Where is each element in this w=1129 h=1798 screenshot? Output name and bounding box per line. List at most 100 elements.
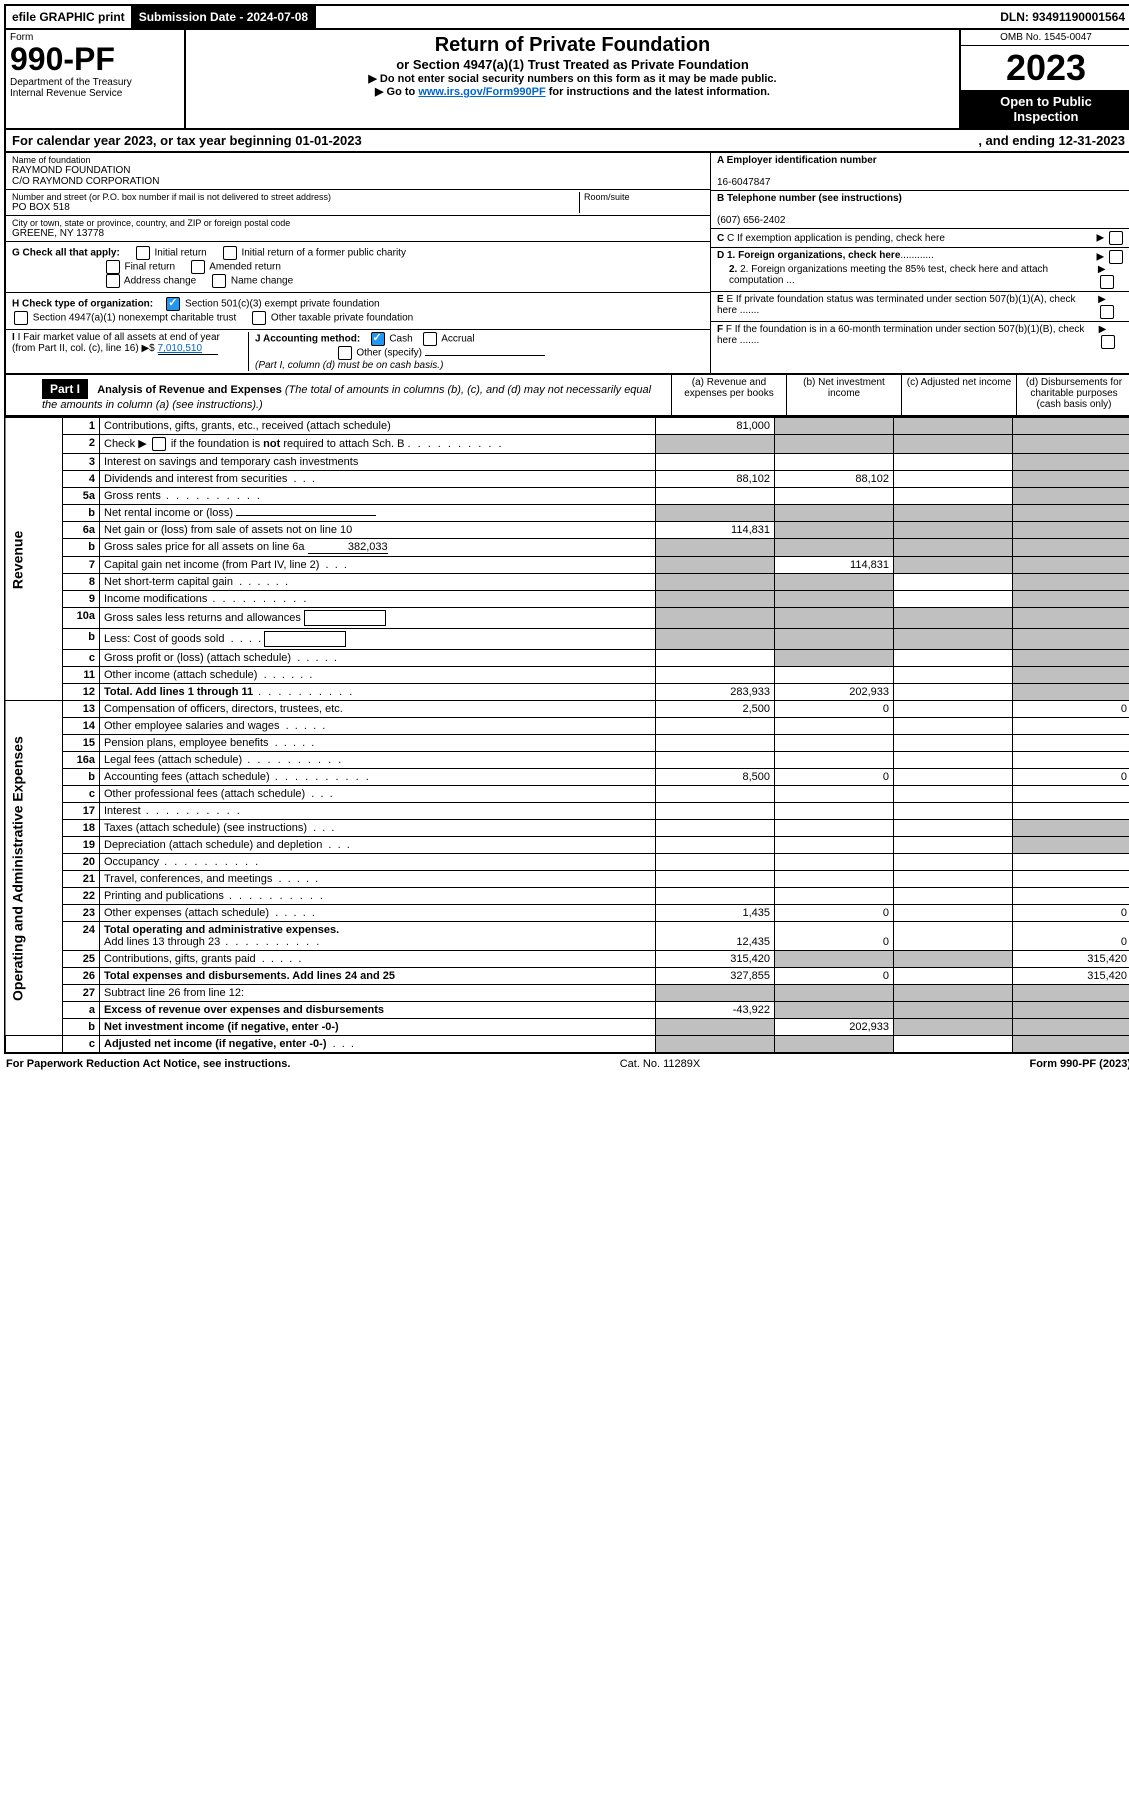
g-check-row: G Check all that apply: Initial return I…: [6, 242, 710, 293]
form-ref: Form 990-PF (2023): [1029, 1058, 1129, 1070]
amended-return-checkbox[interactable]: [191, 260, 205, 274]
efile-label: efile GRAPHIC print: [6, 6, 133, 28]
city-state-zip: GREENE, NY 13778: [12, 228, 704, 239]
i-j-row: I I Fair market value of all assets at e…: [6, 330, 710, 373]
table-row: aExcess of revenue over expenses and dis…: [5, 1002, 1129, 1019]
form-title: Return of Private Foundation: [190, 34, 955, 57]
header-center: Return of Private Foundation or Section …: [186, 30, 959, 128]
table-row: 7Capital gain net income (from Part IV, …: [5, 557, 1129, 574]
table-row: bGross sales price for all assets on lin…: [5, 539, 1129, 557]
form-number: 990-PF: [10, 43, 180, 75]
open-public: Open to Public Inspection: [961, 90, 1129, 128]
table-row: bLess: Cost of goods sold . . . .: [5, 629, 1129, 650]
cash-checkbox[interactable]: [371, 332, 385, 346]
other-method-checkbox[interactable]: [338, 346, 352, 360]
table-row: 5aGross rents: [5, 488, 1129, 505]
table-row: 20Occupancy: [5, 854, 1129, 871]
part1-header-row: Part I Analysis of Revenue and Expenses …: [4, 375, 1129, 417]
info-right: A Employer identification number 16-6047…: [710, 153, 1129, 373]
col-d-header: (d) Disbursements for charitable purpose…: [1016, 375, 1129, 415]
table-row: bNet investment income (if negative, ent…: [5, 1019, 1129, 1036]
accrual-checkbox[interactable]: [423, 332, 437, 346]
pra-notice: For Paperwork Reduction Act Notice, see …: [6, 1058, 290, 1070]
table-row: 21Travel, conferences, and meetings . . …: [5, 871, 1129, 888]
table-row: cAdjusted net income (if negative, enter…: [5, 1036, 1129, 1054]
table-row: 23Other expenses (attach schedule) . . .…: [5, 905, 1129, 922]
table-row: 11Other income (attach schedule) . . . .…: [5, 667, 1129, 684]
table-row: 24Total operating and administrative exp…: [5, 922, 1129, 951]
other-taxable-checkbox[interactable]: [252, 311, 266, 325]
instr-1: ▶ Do not enter social security numbers o…: [190, 72, 955, 85]
e-checkbox[interactable]: [1100, 305, 1114, 319]
table-row: Revenue 1 Contributions, gifts, grants, …: [5, 418, 1129, 435]
info-left: Name of foundation RAYMOND FOUNDATION C/…: [6, 153, 710, 373]
4947a1-checkbox[interactable]: [14, 311, 28, 325]
table-row: 8Net short-term capital gain . . . . . .: [5, 574, 1129, 591]
dept-label: Department of the Treasury Internal Reve…: [10, 77, 180, 99]
omb-number: OMB No. 1545-0047: [961, 30, 1129, 46]
f-checkbox[interactable]: [1101, 335, 1115, 349]
table-row: 16aLegal fees (attach schedule): [5, 752, 1129, 769]
final-return-checkbox[interactable]: [106, 260, 120, 274]
info-grid: Name of foundation RAYMOND FOUNDATION C/…: [4, 153, 1129, 375]
initial-public-checkbox[interactable]: [223, 246, 237, 260]
table-row: 6aNet gain or (loss) from sale of assets…: [5, 522, 1129, 539]
col-a-header: (a) Revenue and expenses per books: [671, 375, 786, 415]
sch-b-checkbox[interactable]: [152, 437, 166, 451]
main-table: Revenue 1 Contributions, gifts, grants, …: [4, 417, 1129, 1054]
e-cell: E E If private foundation status was ter…: [711, 292, 1129, 322]
form-subtitle: or Section 4947(a)(1) Trust Treated as P…: [190, 57, 955, 72]
table-row: bAccounting fees (attach schedule) 8,500…: [5, 769, 1129, 786]
cat-number: Cat. No. 11289X: [620, 1058, 701, 1070]
ein-value: 16-6047847: [717, 177, 770, 188]
table-row: bNet rental income or (loss): [5, 505, 1129, 522]
address-change-checkbox[interactable]: [106, 274, 120, 288]
submission-date: Submission Date - 2024-07-08: [133, 6, 316, 28]
foundation-name-cell: Name of foundation RAYMOND FOUNDATION C/…: [6, 153, 710, 190]
table-row: 19Depreciation (attach schedule) and dep…: [5, 837, 1129, 854]
street-cell: Number and street (or P.O. box number if…: [6, 190, 710, 216]
tax-year: 2023: [961, 46, 1129, 90]
table-row: 18Taxes (attach schedule) (see instructi…: [5, 820, 1129, 837]
cal-year-end: , and ending 12-31-2023: [978, 133, 1125, 148]
table-row: 25Contributions, gifts, grants paid . . …: [5, 951, 1129, 968]
part1-title: Analysis of Revenue and Expenses: [97, 384, 282, 396]
table-row: 4Dividends and interest from securities …: [5, 471, 1129, 488]
table-row: 10aGross sales less returns and allowanc…: [5, 608, 1129, 629]
d-cell: D 1. Foreign organizations, check here..…: [711, 248, 1129, 292]
table-row: 27Subtract line 26 from line 12:: [5, 985, 1129, 1002]
form-header: Form 990-PF Department of the Treasury I…: [4, 30, 1129, 130]
501c3-checkbox[interactable]: [166, 297, 180, 311]
cal-year-begin: For calendar year 2023, or tax year begi…: [12, 133, 362, 148]
table-row: Operating and Administrative Expenses 13…: [5, 701, 1129, 718]
phone-cell: B Telephone number (see instructions) (6…: [711, 191, 1129, 229]
table-row: 2 Check ▶ if the foundation is not requi…: [5, 435, 1129, 454]
f-cell: F F If the foundation is in a 60-month t…: [711, 322, 1129, 351]
street-address: PO BOX 518: [12, 202, 579, 213]
initial-return-checkbox[interactable]: [136, 246, 150, 260]
table-row: 12Total. Add lines 1 through 11 283,933 …: [5, 684, 1129, 701]
top-bar: efile GRAPHIC print Submission Date - 20…: [4, 4, 1129, 30]
d1-checkbox[interactable]: [1109, 250, 1123, 264]
revenue-side-label: Revenue: [5, 418, 63, 701]
part1-label: Part I: [42, 379, 88, 399]
table-row: 17Interest: [5, 803, 1129, 820]
ein-cell: A Employer identification number 16-6047…: [711, 153, 1129, 191]
table-row: 22Printing and publications: [5, 888, 1129, 905]
header-right: OMB No. 1545-0047 2023 Open to Public In…: [959, 30, 1129, 128]
opex-side-label: Operating and Administrative Expenses: [5, 701, 63, 1036]
table-row: 26Total expenses and disbursements. Add …: [5, 968, 1129, 985]
table-row: cOther professional fees (attach schedul…: [5, 786, 1129, 803]
dln-label: DLN: 93491190001564: [994, 6, 1129, 28]
d2-checkbox[interactable]: [1100, 275, 1114, 289]
name-change-checkbox[interactable]: [212, 274, 226, 288]
c-checkbox[interactable]: [1109, 231, 1123, 245]
table-row: 9Income modifications: [5, 591, 1129, 608]
foundation-name-1: RAYMOND FOUNDATION: [12, 165, 704, 176]
table-row: 14Other employee salaries and wages . . …: [5, 718, 1129, 735]
header-left: Form 990-PF Department of the Treasury I…: [6, 30, 186, 128]
table-row: cGross profit or (loss) (attach schedule…: [5, 650, 1129, 667]
phone-value: (607) 656-2402: [717, 215, 785, 226]
col-c-header: (c) Adjusted net income: [901, 375, 1016, 415]
form-link[interactable]: www.irs.gov/Form990PF: [418, 86, 545, 98]
